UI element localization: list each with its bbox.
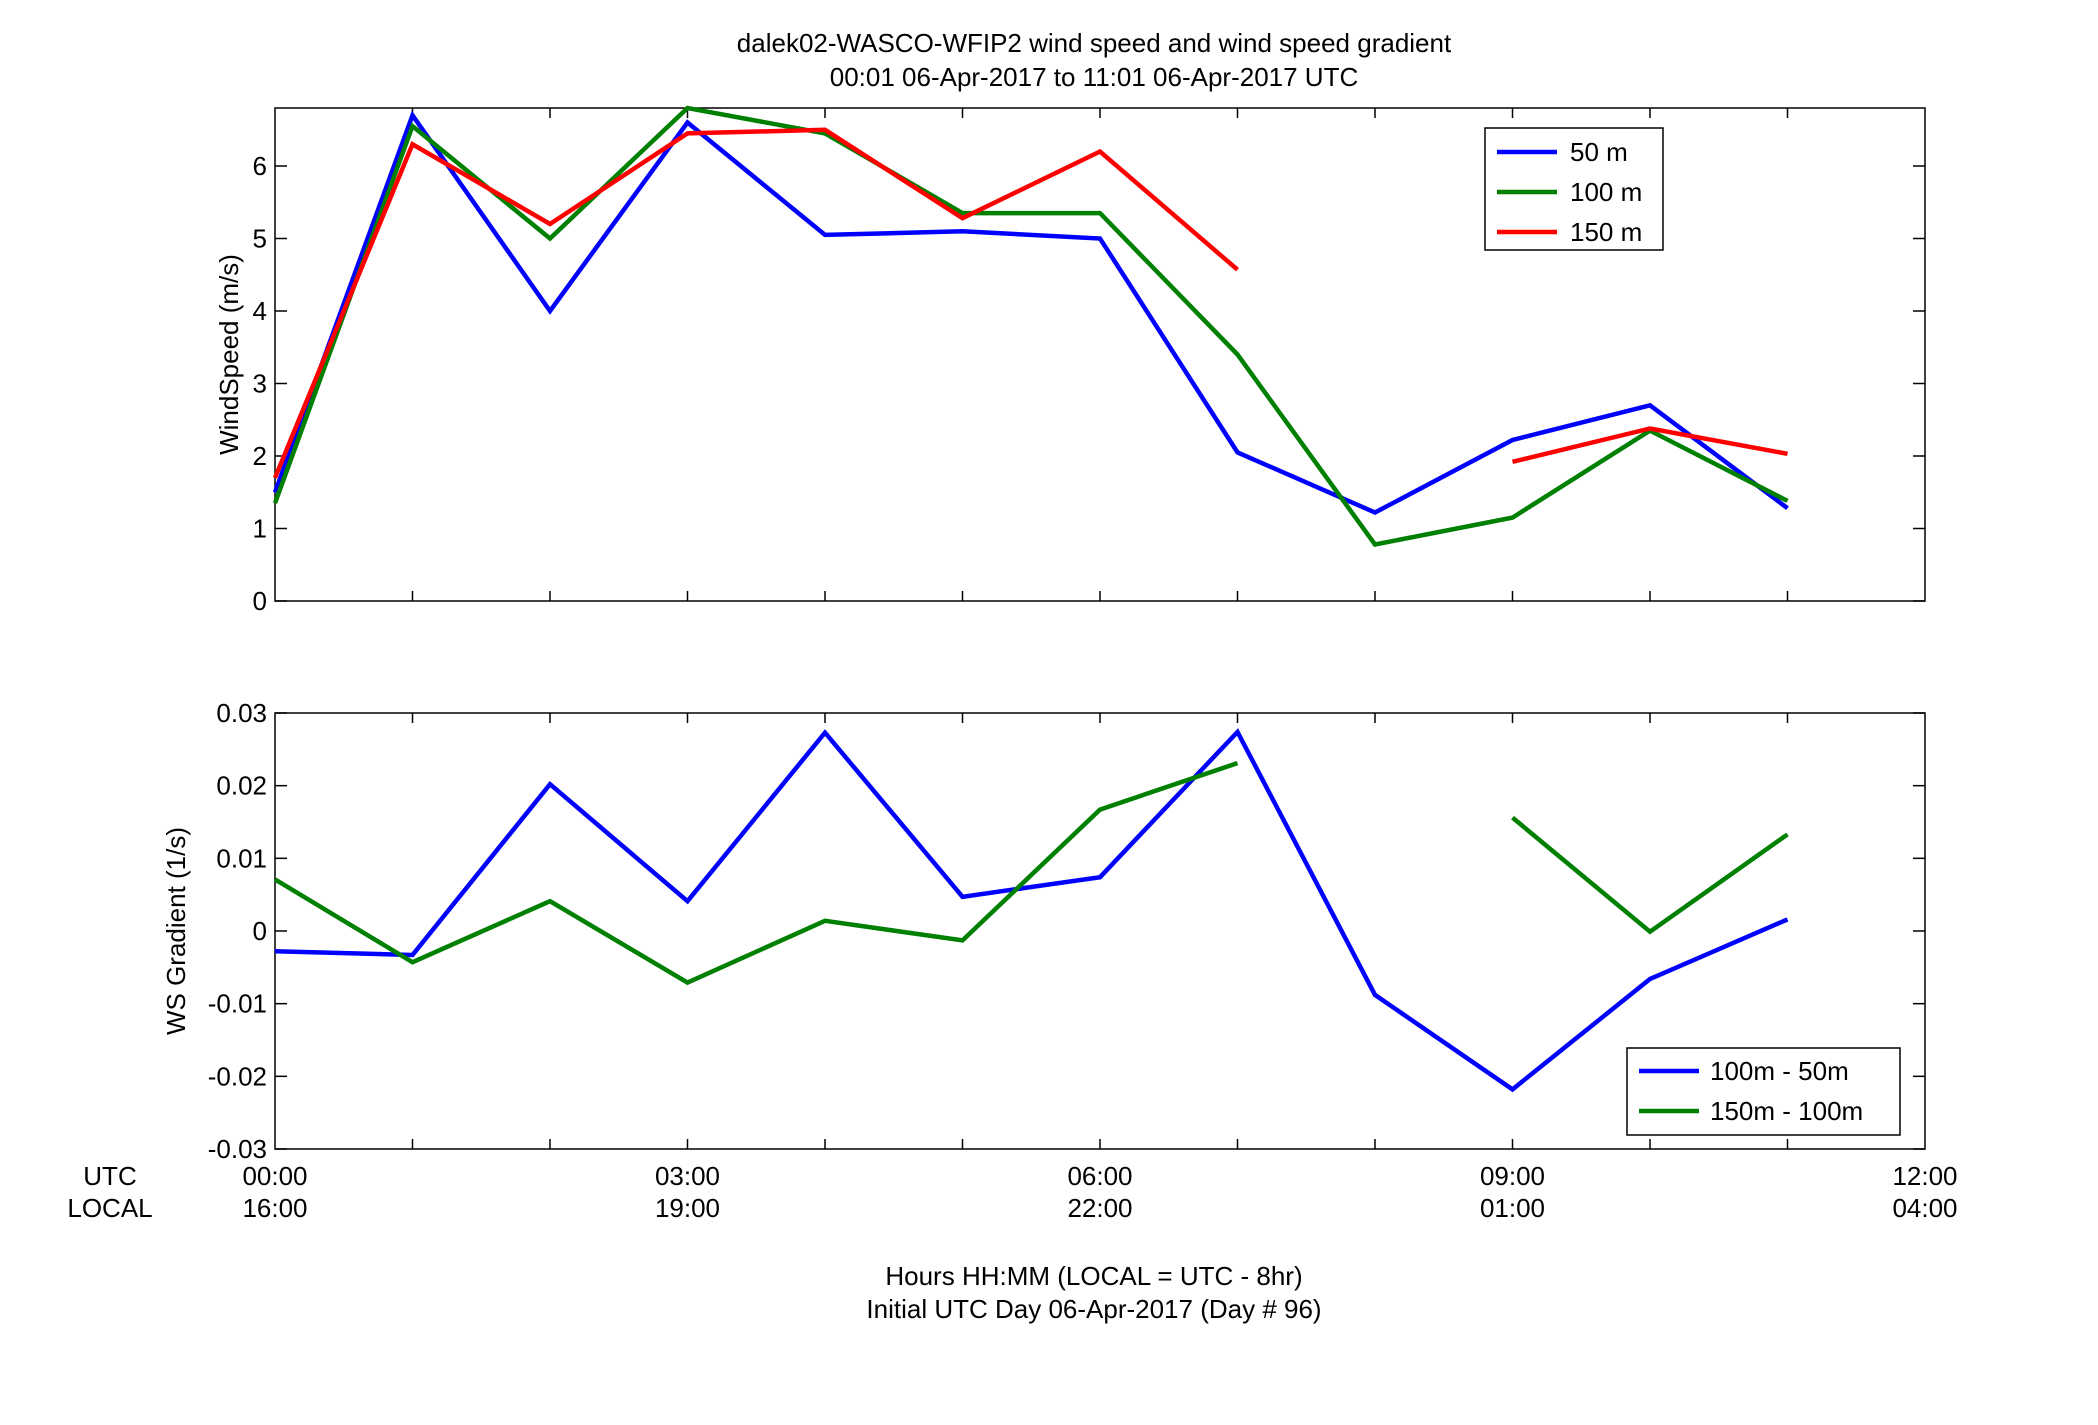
series-line xyxy=(273,760,1239,986)
local-row-label: LOCAL xyxy=(67,1193,152,1223)
utc-tick-label: 06:00 xyxy=(1067,1161,1132,1191)
local-tick-label: 01:00 xyxy=(1480,1193,1545,1223)
legend-label: 50 m xyxy=(1570,137,1628,167)
utc-tick-label: 00:00 xyxy=(242,1161,307,1191)
x-axis-label-day: Initial UTC Day 06-Apr-2017 (Day # 96) xyxy=(866,1294,1321,1324)
y-tick-label: 5 xyxy=(253,224,267,254)
legend-box xyxy=(1626,1047,1901,1136)
y-tick-label: 6 xyxy=(253,151,267,181)
y-tick-label: 0 xyxy=(253,586,267,616)
local-tick-label: 16:00 xyxy=(242,1193,307,1223)
series-line xyxy=(1511,426,1788,464)
y-tick-label: -0.03 xyxy=(208,1134,267,1164)
y-tick-label: 4 xyxy=(253,296,267,326)
series-line xyxy=(274,728,1789,1093)
legend-label: 150m - 100m xyxy=(1710,1096,1863,1126)
legend-label: 150 m xyxy=(1570,217,1642,247)
legend-label: 100m - 50m xyxy=(1710,1056,1849,1086)
y-tick-label: 3 xyxy=(253,369,267,399)
utc-tick-label: 12:00 xyxy=(1892,1161,1957,1191)
y-tick-label: 0.02 xyxy=(216,771,267,801)
y-tick-label: 2 xyxy=(253,441,267,471)
y-tick-label: -0.02 xyxy=(208,1061,267,1091)
x-axis-label: Hours HH:MM (LOCAL = UTC - 8hr) xyxy=(885,1261,1302,1291)
series-line xyxy=(272,110,1789,515)
y-axis-label: WS Gradient (1/s) xyxy=(161,827,191,1035)
local-tick-label: 04:00 xyxy=(1892,1193,1957,1223)
y-tick-label: -0.01 xyxy=(208,989,267,1019)
utc-row-label: UTC xyxy=(83,1161,136,1191)
y-tick-label: 0 xyxy=(253,916,267,946)
utc-tick-label: 03:00 xyxy=(655,1161,720,1191)
local-tick-label: 22:00 xyxy=(1067,1193,1132,1223)
windspeed-panel: 0 1 2 3 4 5 6 WindSpeed (m/s) 50 m 100 m 150 m xyxy=(214,105,1926,616)
y-axis-label: WindSpeed (m/s) xyxy=(214,254,244,455)
legend-box xyxy=(1484,127,1664,251)
y-tick-label: 1 xyxy=(253,514,267,544)
series-line xyxy=(272,127,1239,479)
gradient-panel: -0.03 -0.02 -0.01 0 0.01 0.02 0.03 WS Gradient … xyxy=(161,698,1926,1164)
y-tick-label: 0.01 xyxy=(216,843,267,873)
plot-area xyxy=(274,107,1926,602)
legend-label: 100 m xyxy=(1570,177,1642,207)
series-line xyxy=(1511,815,1789,935)
y-tick-label: 0.03 xyxy=(216,698,267,728)
local-tick-label: 19:00 xyxy=(655,1193,720,1223)
chart-title: dalek02-WASCO-WFIP2 wind speed and wind … xyxy=(737,28,1452,58)
chart-subtitle: 00:01 06-Apr-2017 to 11:01 06-Apr-2017 U… xyxy=(830,62,1359,92)
series-line xyxy=(272,105,1789,547)
utc-tick-label: 09:00 xyxy=(1480,1161,1545,1191)
